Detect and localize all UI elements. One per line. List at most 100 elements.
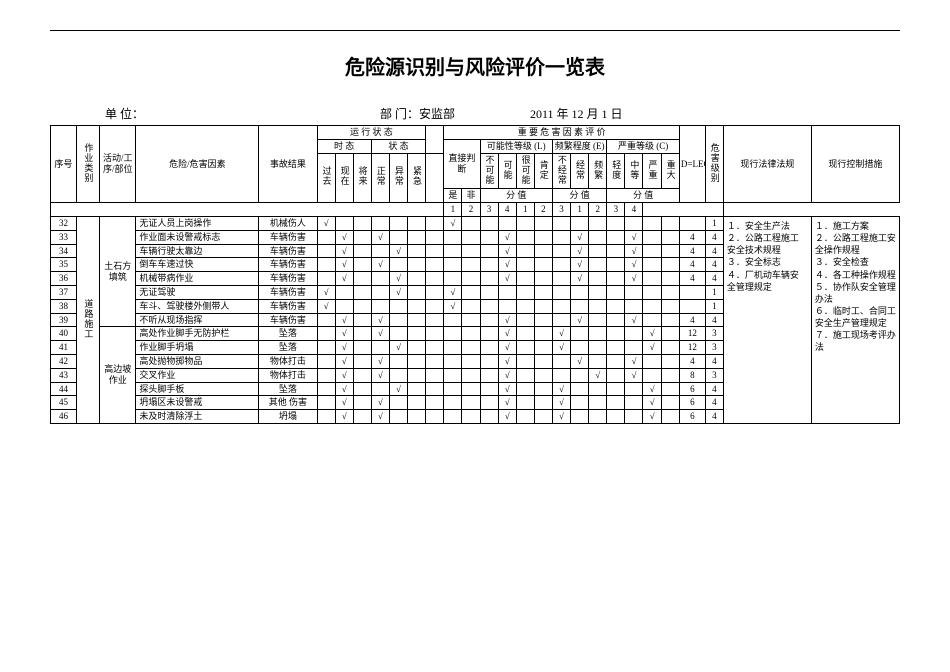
h-normal: 正常 bbox=[371, 153, 389, 203]
h-n1: 1 bbox=[444, 203, 462, 217]
cell-tick bbox=[589, 299, 607, 313]
h-eval: 重 要 危 害 因 素 评 价 bbox=[444, 126, 680, 140]
cell-tick bbox=[353, 396, 371, 410]
cell-tick bbox=[408, 354, 426, 368]
cell-tick bbox=[408, 368, 426, 382]
cell-tick bbox=[589, 396, 607, 410]
cell-tick: √ bbox=[643, 341, 661, 355]
cell-tick bbox=[353, 272, 371, 286]
cell-tick: √ bbox=[571, 258, 589, 272]
cell-tick bbox=[534, 341, 552, 355]
meta-dept: 部 门：安监部 bbox=[380, 105, 530, 122]
cell-dlec: 6 bbox=[679, 410, 705, 424]
cell-tick bbox=[462, 285, 480, 299]
cell-dlec: 4 bbox=[679, 258, 705, 272]
cell-tick: √ bbox=[498, 410, 516, 424]
cell-tick: √ bbox=[371, 368, 389, 382]
cell-tick bbox=[426, 368, 444, 382]
cell-result: 车辆伤害 bbox=[259, 299, 317, 313]
cell-tick bbox=[607, 299, 625, 313]
cell-tick bbox=[625, 396, 643, 410]
meta-date: 2011 年 12 月 1 日 bbox=[530, 105, 623, 122]
cell-tick: √ bbox=[389, 272, 407, 286]
cell-tick bbox=[353, 341, 371, 355]
cell-tick bbox=[661, 410, 679, 424]
cell-seq: 39 bbox=[51, 313, 77, 327]
cell-tick bbox=[534, 258, 552, 272]
h-severity: 严重等级 (C) bbox=[607, 139, 680, 153]
cell-tick bbox=[480, 410, 498, 424]
cell-tick bbox=[389, 313, 407, 327]
h-abnormal: 异常 bbox=[389, 153, 407, 203]
cell-hazard: 车辆行驶太靠边 bbox=[136, 244, 259, 258]
cell-tick: √ bbox=[335, 354, 353, 368]
cell-tick bbox=[462, 396, 480, 410]
cell-tick bbox=[552, 216, 570, 230]
cell-tick: √ bbox=[643, 382, 661, 396]
h-result: 事故结果 bbox=[259, 126, 317, 203]
cell-tick bbox=[625, 410, 643, 424]
cell-tick bbox=[516, 313, 534, 327]
cell-tick bbox=[444, 313, 462, 327]
cell-tick bbox=[607, 244, 625, 258]
cell-tick: √ bbox=[498, 382, 516, 396]
cell-tick bbox=[534, 299, 552, 313]
cell-seq: 42 bbox=[51, 354, 77, 368]
cell-tick bbox=[408, 327, 426, 341]
cell-seq: 34 bbox=[51, 244, 77, 258]
cell-tick bbox=[444, 396, 462, 410]
cell-tick bbox=[317, 244, 335, 258]
cell-tick bbox=[389, 327, 407, 341]
cell-tick bbox=[552, 354, 570, 368]
cell-tick bbox=[643, 258, 661, 272]
cell-tick: √ bbox=[335, 313, 353, 327]
cell-tick bbox=[571, 368, 589, 382]
cell-tick: √ bbox=[317, 299, 335, 313]
cell-tick: √ bbox=[625, 272, 643, 286]
cell-tick bbox=[571, 382, 589, 396]
cell-tick bbox=[661, 258, 679, 272]
cell-level: 4 bbox=[705, 354, 723, 368]
cell-tick bbox=[317, 354, 335, 368]
cell-seq: 40 bbox=[51, 327, 77, 341]
cell-tick bbox=[643, 285, 661, 299]
cell-tick bbox=[389, 354, 407, 368]
cell-tick bbox=[589, 230, 607, 244]
cell-tick bbox=[661, 327, 679, 341]
cell-tick bbox=[516, 230, 534, 244]
cell-tick bbox=[516, 410, 534, 424]
cell-tick bbox=[426, 258, 444, 272]
cell-tick bbox=[571, 341, 589, 355]
cell-tick bbox=[426, 382, 444, 396]
h-past: 过去 bbox=[317, 153, 335, 203]
cell-tick bbox=[552, 299, 570, 313]
cell-result: 坠落 bbox=[259, 382, 317, 396]
cell-tick: √ bbox=[371, 258, 389, 272]
cell-result: 坠落 bbox=[259, 327, 317, 341]
cell-tick bbox=[353, 354, 371, 368]
cell-tick bbox=[643, 216, 661, 230]
cell-tick: √ bbox=[571, 244, 589, 258]
cell-tick bbox=[408, 396, 426, 410]
h-slight: 轻度 bbox=[607, 153, 625, 189]
cell-tick bbox=[589, 354, 607, 368]
cell-hazard: 坍塌区未设警戒 bbox=[136, 396, 259, 410]
cell-result: 坍塌 bbox=[259, 410, 317, 424]
cell-tick bbox=[353, 368, 371, 382]
h-medium: 中等 bbox=[625, 153, 643, 189]
cell-tick bbox=[552, 368, 570, 382]
cell-tick bbox=[607, 341, 625, 355]
cell-tick: √ bbox=[552, 396, 570, 410]
h-score3: 分 值 bbox=[607, 189, 680, 203]
cell-tick bbox=[589, 313, 607, 327]
cell-tick bbox=[571, 216, 589, 230]
cell-tick bbox=[426, 396, 444, 410]
h-runstate: 运 行 状 态 bbox=[317, 126, 426, 140]
cell-tick bbox=[534, 216, 552, 230]
cell-tick bbox=[371, 216, 389, 230]
h-certain: 肯定 bbox=[534, 153, 552, 189]
cell-tick bbox=[408, 258, 426, 272]
cell-dlec: 6 bbox=[679, 396, 705, 410]
cell-tick: √ bbox=[571, 313, 589, 327]
cell-result: 机械伤人 bbox=[259, 216, 317, 230]
